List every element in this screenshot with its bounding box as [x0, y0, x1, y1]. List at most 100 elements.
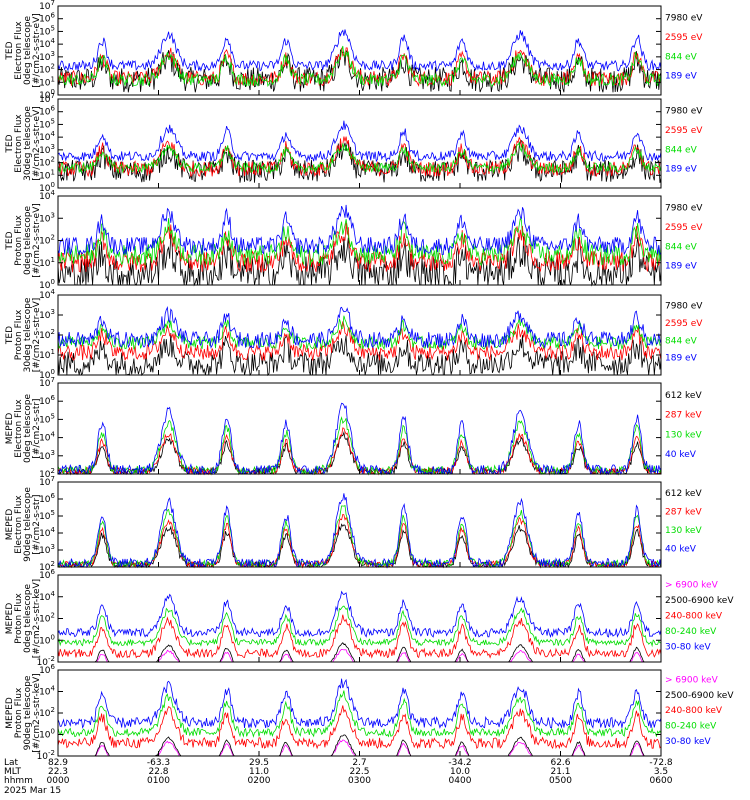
legend-label: 189 eV [665, 262, 698, 272]
y-tick-label: 103 [39, 50, 55, 63]
y-tick-label: 104 [39, 130, 55, 143]
legend-label: 189 eV [665, 165, 698, 175]
y-axis-label: 0deg telescope [23, 394, 33, 464]
panel-6: 102 103 104 105 106 107 MEPED Electron Flux 90de… [5, 475, 702, 573]
y-axis-label: 90deg telescope [23, 675, 33, 750]
legend-label: 130 keV [665, 526, 702, 536]
lat-tick-label: -34.2 [448, 758, 471, 768]
series-line-80-240-kev [57, 605, 662, 648]
y-axis-label: 0deg telescope [23, 584, 33, 654]
legend-label: 844 eV [665, 145, 698, 155]
series-line-189-ev [57, 204, 662, 256]
y-axis-label: [#/cm2-s-str-eV] [32, 13, 42, 88]
y-tick-label: 100 [39, 278, 55, 291]
y-axis-label: Proton Flux [14, 309, 24, 360]
y-tick-label: 101 [39, 256, 55, 269]
panel-8: 10-2 100 102 104 106 MEPED Proton Flux 90deg te… [5, 663, 734, 762]
y-axis-label: [#/cm2-s-str-eV] [32, 203, 42, 278]
time-tick-label: 0400 [449, 776, 472, 786]
mlt-tick-label: 21.1 [550, 767, 570, 777]
y-tick-label: 10-2 [37, 655, 55, 668]
y-tick-label: 104 [39, 590, 55, 603]
y-tick-label: 103 [39, 211, 55, 224]
series-line-30-80-kev [57, 678, 662, 729]
lat-tick-label: 82.9 [48, 758, 68, 768]
y-tick-label: 10-2 [37, 749, 55, 762]
legend-label: 2595 eV [665, 223, 703, 233]
y-tick-label: 106 [39, 105, 55, 118]
series-line-7980-ev [57, 49, 662, 93]
y-axis-label: TED [5, 326, 15, 345]
y-tick-label: 103 [39, 308, 55, 321]
legend-label: 30-80 keV [665, 737, 711, 747]
y-axis-label: [#/cm2-s-str-eV] [32, 106, 42, 181]
panel-4: 100 101 102 103 104 TED Proton Flux 30deg teles… [5, 288, 703, 381]
legend-label: 40 keV [665, 545, 697, 555]
time-tick-label: 0300 [348, 776, 371, 786]
mlt-tick-label: 10.0 [450, 767, 470, 777]
y-tick-label: 107 [39, 376, 55, 389]
y-tick-label: 102 [39, 467, 55, 480]
legend-label: 2595 eV [665, 33, 703, 43]
legend-label: 612 keV [665, 489, 702, 499]
y-axis-label: Electron Flux [14, 21, 24, 80]
y-axis-label: [#/cm2-s-str] [32, 494, 42, 554]
y-tick-label: 102 [39, 234, 55, 247]
y-axis-label: TED [5, 134, 15, 153]
legend-label: 7980 eV [665, 107, 703, 117]
y-axis-label: MEPED [5, 413, 15, 445]
y-tick-label: 102 [39, 156, 55, 169]
y-tick-label: 107 [39, 475, 55, 488]
series-line-40-kev [57, 402, 662, 476]
series-line-7980-ev [57, 332, 662, 377]
y-tick-label: 102 [39, 706, 55, 719]
panel-3: 100 101 102 103 104 TED Proton Flux 0deg telesc… [5, 189, 703, 291]
series-line-40-kev [57, 493, 662, 569]
legend-label: 612 keV [665, 391, 702, 401]
legend-label: 844 eV [665, 242, 698, 252]
y-tick-label: 104 [39, 685, 55, 698]
footer-row-label: Lat [4, 758, 19, 768]
lat-tick-label: 29.5 [249, 758, 269, 768]
y-tick-label: 101 [39, 75, 55, 88]
y-axis-label: MEPED [5, 603, 15, 635]
y-axis-label: [#/cm2-s-str] [32, 398, 42, 458]
y-tick-label: 104 [39, 37, 55, 50]
y-tick-label: 102 [39, 612, 55, 625]
y-tick-label: 106 [39, 663, 55, 676]
y-tick-label: 106 [39, 492, 55, 505]
y-tick-label: 107 [39, 0, 55, 12]
time-tick-label: 0500 [549, 776, 572, 786]
series-line-30-80-kev [57, 590, 662, 639]
series-line-189-ev [57, 306, 662, 349]
legend-label: 2500-6900 keV [665, 691, 734, 701]
legend-label: 7980 eV [665, 302, 703, 312]
lat-tick-label: -72.8 [649, 758, 673, 768]
y-axis-label: 30deg telescope [23, 106, 33, 181]
legend-label: 189 eV [665, 354, 698, 364]
legend-label: 80-240 keV [665, 722, 717, 732]
lat-tick-label: 62.6 [550, 758, 570, 768]
lat-tick-label: -63.3 [147, 758, 170, 768]
y-axis-label: Proton Flux [14, 593, 24, 644]
series-line-130-kev [57, 505, 662, 569]
series-line-80-240-kev [57, 690, 662, 738]
time-tick-label: 0200 [248, 776, 271, 786]
y-tick-label: 103 [39, 543, 55, 556]
y-tick-label: 100 [39, 181, 55, 194]
footer-row-label: hhmm [4, 776, 33, 786]
y-axis-label: TED [5, 41, 15, 60]
y-tick-label: 106 [39, 394, 55, 407]
y-axis-label: [#/cm2-s-str-keV] [32, 579, 42, 658]
y-axis-label: Electron Flux [14, 495, 24, 554]
y-tick-label: 107 [39, 92, 55, 105]
series-line-189-ev [57, 120, 662, 163]
legend-label: 287 keV [665, 411, 702, 421]
legend-label: 240-800 keV [665, 706, 723, 716]
mlt-tick-label: 11.0 [249, 767, 269, 777]
